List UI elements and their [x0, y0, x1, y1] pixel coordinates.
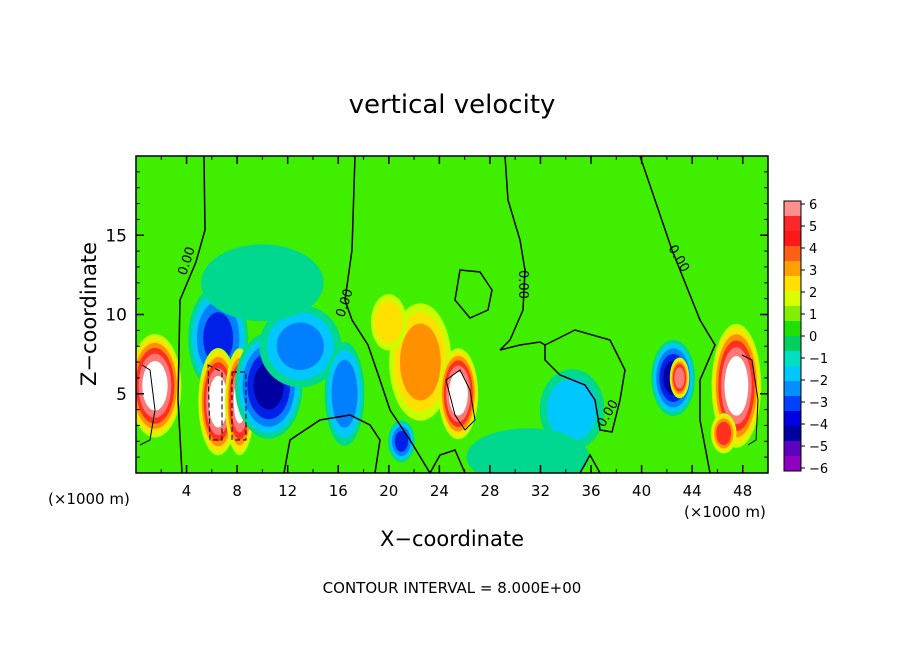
contour-line: [579, 453, 601, 473]
colorbar-swatch: [784, 351, 801, 367]
velocity-field: [136, 244, 762, 473]
y-tick-label: 15: [105, 226, 127, 246]
x-tick-label: 28: [480, 482, 499, 500]
colorbar-tick-label: 3: [809, 264, 817, 279]
colorbar-tick-label: −6: [809, 462, 828, 477]
downdraft-contour: [276, 322, 324, 370]
colorbar-tick-label: 2: [809, 286, 817, 301]
updraft-contour: [674, 367, 685, 389]
chart-title: vertical velocity: [349, 90, 556, 120]
contour-line: [429, 449, 466, 473]
colorbar-swatch: [784, 216, 801, 232]
x-tick-label: 4: [182, 482, 192, 500]
contour-line: [139, 364, 156, 446]
colorbar-tick-label: −5: [809, 440, 828, 455]
downdraft-contour: [331, 359, 358, 428]
colorbar-tick-label: 0: [809, 330, 817, 345]
zero-contours: [139, 156, 759, 473]
colorbar-tick-label: −4: [809, 418, 828, 433]
colorbar-swatch: [784, 276, 801, 292]
colorbar-swatch: [784, 381, 801, 397]
x-tick-label: 8: [232, 482, 242, 500]
contour-line: [544, 329, 626, 433]
updraft-contour: [374, 300, 403, 345]
y-axis: 5 10 15: [105, 171, 768, 458]
colorbar-tick-label: −1: [809, 352, 828, 367]
x-tick-label: 32: [531, 482, 550, 500]
colorbar-swatch: [784, 441, 801, 457]
contour-line: [499, 156, 526, 351]
x-unit-left: (×1000 m): [48, 490, 130, 508]
colorbar-swatch: [784, 306, 801, 322]
x-tick-label: 40: [632, 482, 651, 500]
contour-line: [639, 156, 716, 473]
x-tick-label: 16: [329, 482, 348, 500]
colorbar-swatch: [784, 231, 801, 247]
downdraft-contour: [394, 430, 409, 452]
updraft-contour: [142, 361, 168, 411]
colorbar-swatch: [784, 261, 801, 277]
x-unit-right: (×1000 m): [684, 503, 766, 521]
colorbar-swatch: [784, 411, 801, 427]
downdraft-contour: [547, 378, 598, 441]
colorbar-tick-label: −3: [809, 396, 828, 411]
y-tick-label: 10: [105, 306, 127, 326]
colorbar-swatch: [784, 426, 801, 442]
updraft-contour: [399, 323, 441, 401]
updraft-contour: [716, 421, 732, 445]
contour-line: [344, 156, 431, 473]
contour-line: [741, 354, 759, 446]
colorbar-tick-label: 5: [809, 220, 817, 235]
updraft-contour: [208, 375, 228, 428]
colorbar-swatch: [784, 366, 801, 382]
colorbar-tick-label: −2: [809, 374, 828, 389]
downdraft-contour: [466, 428, 590, 473]
colorbar-tick-label: 4: [809, 242, 817, 257]
colorbar: 6 5 4 3 2 1 0 −1 −2 −3 −4 −5 −6: [783, 198, 828, 477]
y-tick-label: 5: [116, 385, 127, 405]
x-axis-label: X−coordinate: [380, 527, 524, 551]
plot-area: 0.00 0.00 0.00 0.00 0.00 4 8 12 16 20 24 28 32 3…: [105, 155, 769, 500]
contour-line: [499, 341, 546, 351]
downdraft-contour: [201, 244, 324, 322]
x-tick-label: 12: [278, 482, 297, 500]
contour-line: [177, 156, 206, 473]
x-tick-label: 44: [683, 482, 702, 500]
contour-line: [231, 371, 247, 441]
x-tick-label: 48: [733, 482, 752, 500]
downdraft-contour: [203, 312, 234, 365]
updraft-contour: [448, 371, 468, 416]
colorbar-swatch: [784, 456, 801, 472]
colorbar-tick-label: 1: [809, 308, 817, 323]
x-tick-label: 36: [581, 482, 600, 500]
colorbar-swatch: [784, 321, 801, 337]
colorbar-swatch: [784, 396, 801, 412]
colorbar-swatch: [784, 201, 801, 217]
y-axis-label: Z−coordinate: [77, 242, 101, 386]
x-axis: 4 8 12 16 20 24 28 32 36 40 44 48: [160, 156, 752, 500]
x-tick-label: 24: [430, 482, 449, 500]
contour-line: [445, 369, 476, 431]
contour-line: [454, 269, 493, 319]
colorbar-swatch: [784, 246, 801, 262]
contour-line: [283, 414, 381, 473]
colorbar-swatch: [784, 291, 801, 307]
updraft-contour: [724, 356, 749, 416]
x-tick-label: 20: [379, 482, 398, 500]
colorbar-tick-label: 6: [809, 198, 817, 213]
contour-line: [207, 364, 223, 441]
colorbar-swatch: [784, 336, 801, 352]
contour-interval-note: CONTOUR INTERVAL = 8.000E+00: [323, 579, 582, 597]
contour-label: 0.00: [515, 270, 530, 299]
